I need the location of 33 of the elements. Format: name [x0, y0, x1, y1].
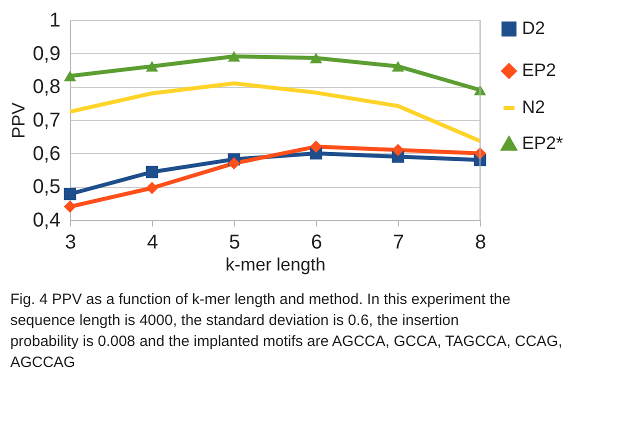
y-tick-label: 0,8: [32, 76, 60, 98]
point: [392, 144, 404, 156]
legend-label: N2: [522, 97, 546, 117]
point: [310, 140, 322, 153]
y-axis-title: PPV: [8, 102, 29, 139]
point: [228, 157, 240, 170]
legend-label: EP2: [522, 60, 556, 80]
point: [64, 188, 76, 200]
legend-label: D2: [522, 18, 546, 38]
legend-label: EP2*: [522, 133, 564, 153]
x-tick-label: 4: [146, 232, 158, 254]
x-tick-label: 8: [474, 232, 486, 254]
point: [64, 70, 76, 82]
y-tick-label: 0,5: [32, 176, 60, 198]
point: [146, 166, 158, 178]
caption: Fig. 4 PPV as a function of k-mer length and method. In this experiment the sequence length is 4000, the standard deviation is 0.6, the insertion probability is 0.008 and the implanted motifs are AGCCA, GCCA, TAGCCA, CCAG, AGCCAG: [10, 291, 562, 371]
x-tick-label: 7: [392, 232, 404, 254]
point: [392, 61, 404, 72]
point: [146, 61, 158, 72]
y-tick-label: 1: [49, 10, 60, 32]
y-tick-label: 0,9: [32, 42, 60, 65]
x-axis-title: k-mer length: [225, 254, 326, 274]
point: [64, 200, 76, 213]
line-series: [68, 81, 482, 143]
x-tick-label: 6: [310, 232, 322, 254]
y-tick-label: 0,7: [32, 110, 60, 132]
y-tick-label: 0,6: [32, 142, 60, 165]
point: [146, 182, 158, 194]
x-tick-label: 3: [64, 232, 76, 254]
point: [228, 51, 240, 62]
y-tick-label: 0,4: [32, 210, 60, 232]
point: [310, 52, 322, 64]
x-tick-label: 5: [228, 232, 240, 254]
